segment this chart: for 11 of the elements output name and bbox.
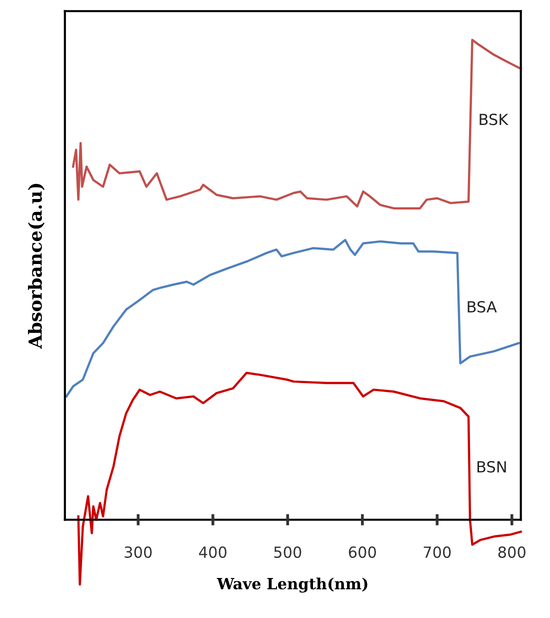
- series-label: BSK: [480, 114, 508, 126]
- series-label: BSA: [468, 301, 497, 313]
- x-tick-label: 800: [498, 546, 526, 558]
- y-axis-title: Absorbance(a.u): [28, 184, 45, 349]
- x-tick-label: 600: [348, 546, 376, 558]
- x-tick-label: 400: [199, 546, 226, 558]
- x-axis-title: Wave Length(nm): [216, 578, 368, 593]
- x-tick-label: 300: [124, 546, 152, 558]
- x-tick-label: 500: [274, 546, 302, 558]
- series-label: BSN: [478, 461, 506, 473]
- x-tick-label: 700: [424, 546, 451, 558]
